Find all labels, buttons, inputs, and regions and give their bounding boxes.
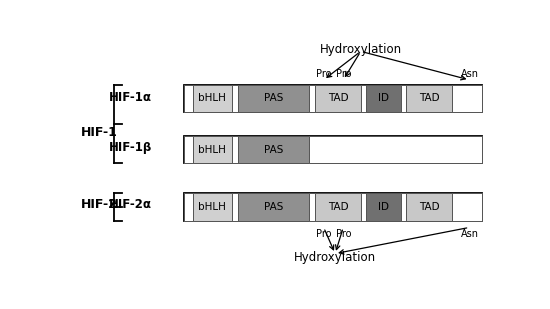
Text: TAD: TAD (328, 93, 349, 103)
Bar (366, 193, 401, 221)
Text: ID: ID (378, 93, 389, 103)
Bar (406, 193, 452, 221)
Text: Pro: Pro (336, 69, 351, 79)
Bar (402, 85, 406, 112)
Bar (193, 85, 232, 112)
Bar (184, 136, 482, 163)
Bar (366, 85, 401, 112)
Bar (406, 85, 452, 112)
Text: PAS: PAS (263, 145, 283, 154)
Text: bHLH: bHLH (199, 202, 227, 212)
Text: Asn: Asn (460, 69, 478, 79)
Text: HIF-1α: HIF-1α (109, 91, 152, 104)
Bar (452, 85, 482, 112)
Bar (309, 136, 482, 163)
Bar (238, 136, 309, 163)
Bar (232, 193, 238, 221)
Text: TAD: TAD (419, 93, 439, 103)
Text: Pro: Pro (316, 69, 332, 79)
Bar (232, 136, 238, 163)
Bar (184, 193, 193, 221)
Text: Pro: Pro (316, 229, 332, 239)
Bar (232, 85, 238, 112)
Text: Hydroxylation: Hydroxylation (294, 251, 376, 264)
Bar (238, 193, 309, 221)
Bar (184, 85, 193, 112)
Text: bHLH: bHLH (199, 93, 227, 103)
Text: ID: ID (378, 202, 389, 212)
Text: bHLH: bHLH (199, 145, 227, 154)
Text: Hydroxylation: Hydroxylation (320, 43, 402, 56)
Text: HIF-1β: HIF-1β (108, 141, 152, 154)
Text: TAD: TAD (419, 202, 439, 212)
Bar (184, 136, 193, 163)
Bar (452, 193, 482, 221)
Text: HIF-2α: HIF-2α (109, 198, 152, 211)
Bar (309, 193, 315, 221)
Bar (184, 85, 482, 112)
Text: TAD: TAD (328, 202, 349, 212)
Text: Asn: Asn (460, 229, 478, 239)
Bar (361, 85, 366, 112)
Text: PAS: PAS (263, 202, 283, 212)
Bar (402, 193, 406, 221)
Text: PAS: PAS (263, 93, 283, 103)
Bar (361, 193, 366, 221)
Bar (184, 193, 482, 221)
Text: HIF-1: HIF-1 (81, 126, 118, 139)
Text: HIF-2: HIF-2 (81, 198, 118, 211)
Bar (193, 193, 232, 221)
Bar (238, 85, 309, 112)
Bar (193, 136, 232, 163)
Text: Pro: Pro (336, 229, 351, 239)
Bar (315, 193, 361, 221)
Bar (315, 85, 361, 112)
Bar (309, 85, 315, 112)
